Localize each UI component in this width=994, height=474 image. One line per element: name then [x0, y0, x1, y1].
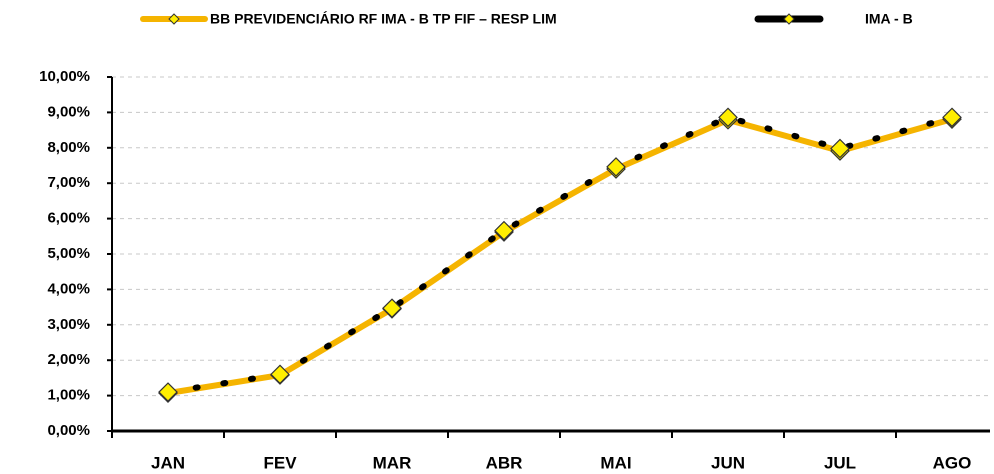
y-tick-label: 8,00%: [47, 139, 90, 156]
y-tick-label: 5,00%: [47, 245, 90, 262]
legend-marker: [168, 13, 180, 25]
series-line: [165, 114, 955, 396]
y-tick-label: 10,00%: [39, 68, 90, 85]
legend-label: IMA - B: [865, 11, 913, 27]
series-line: [165, 116, 955, 397]
y-tick-label: 1,00%: [47, 387, 90, 404]
point-marker: [718, 107, 738, 128]
x-tick-label: JUN: [711, 453, 745, 472]
y-tick-label: 3,00%: [47, 316, 90, 333]
x-tick-label: JAN: [151, 453, 185, 472]
point-marker: [494, 220, 514, 241]
x-tick-label: ABR: [486, 453, 523, 472]
point-marker: [606, 157, 626, 177]
y-tick-label: 4,00%: [47, 280, 90, 297]
y-tick-label: 7,00%: [47, 174, 90, 191]
legend-marker: [783, 13, 795, 25]
point-marker: [942, 107, 962, 128]
y-tick-label: 9,00%: [47, 103, 90, 120]
y-tick-label: 2,00%: [47, 351, 90, 368]
point-marker: [382, 298, 402, 319]
point-marker: [158, 382, 178, 402]
x-tick-label: FEV: [263, 453, 297, 472]
y-tick-label: 6,00%: [47, 210, 90, 227]
x-tick-label: MAR: [373, 453, 412, 472]
x-tick-label: MAI: [600, 453, 631, 472]
x-tick-label: AGO: [933, 453, 972, 472]
legend-label: BB PREVIDENCIÁRIO RF IMA - B TP FIF – RE…: [210, 11, 557, 27]
point-marker: [830, 138, 850, 159]
point-marker: [270, 364, 290, 385]
x-tick-label: JUL: [824, 453, 856, 472]
y-tick-label: 0,00%: [47, 422, 90, 439]
